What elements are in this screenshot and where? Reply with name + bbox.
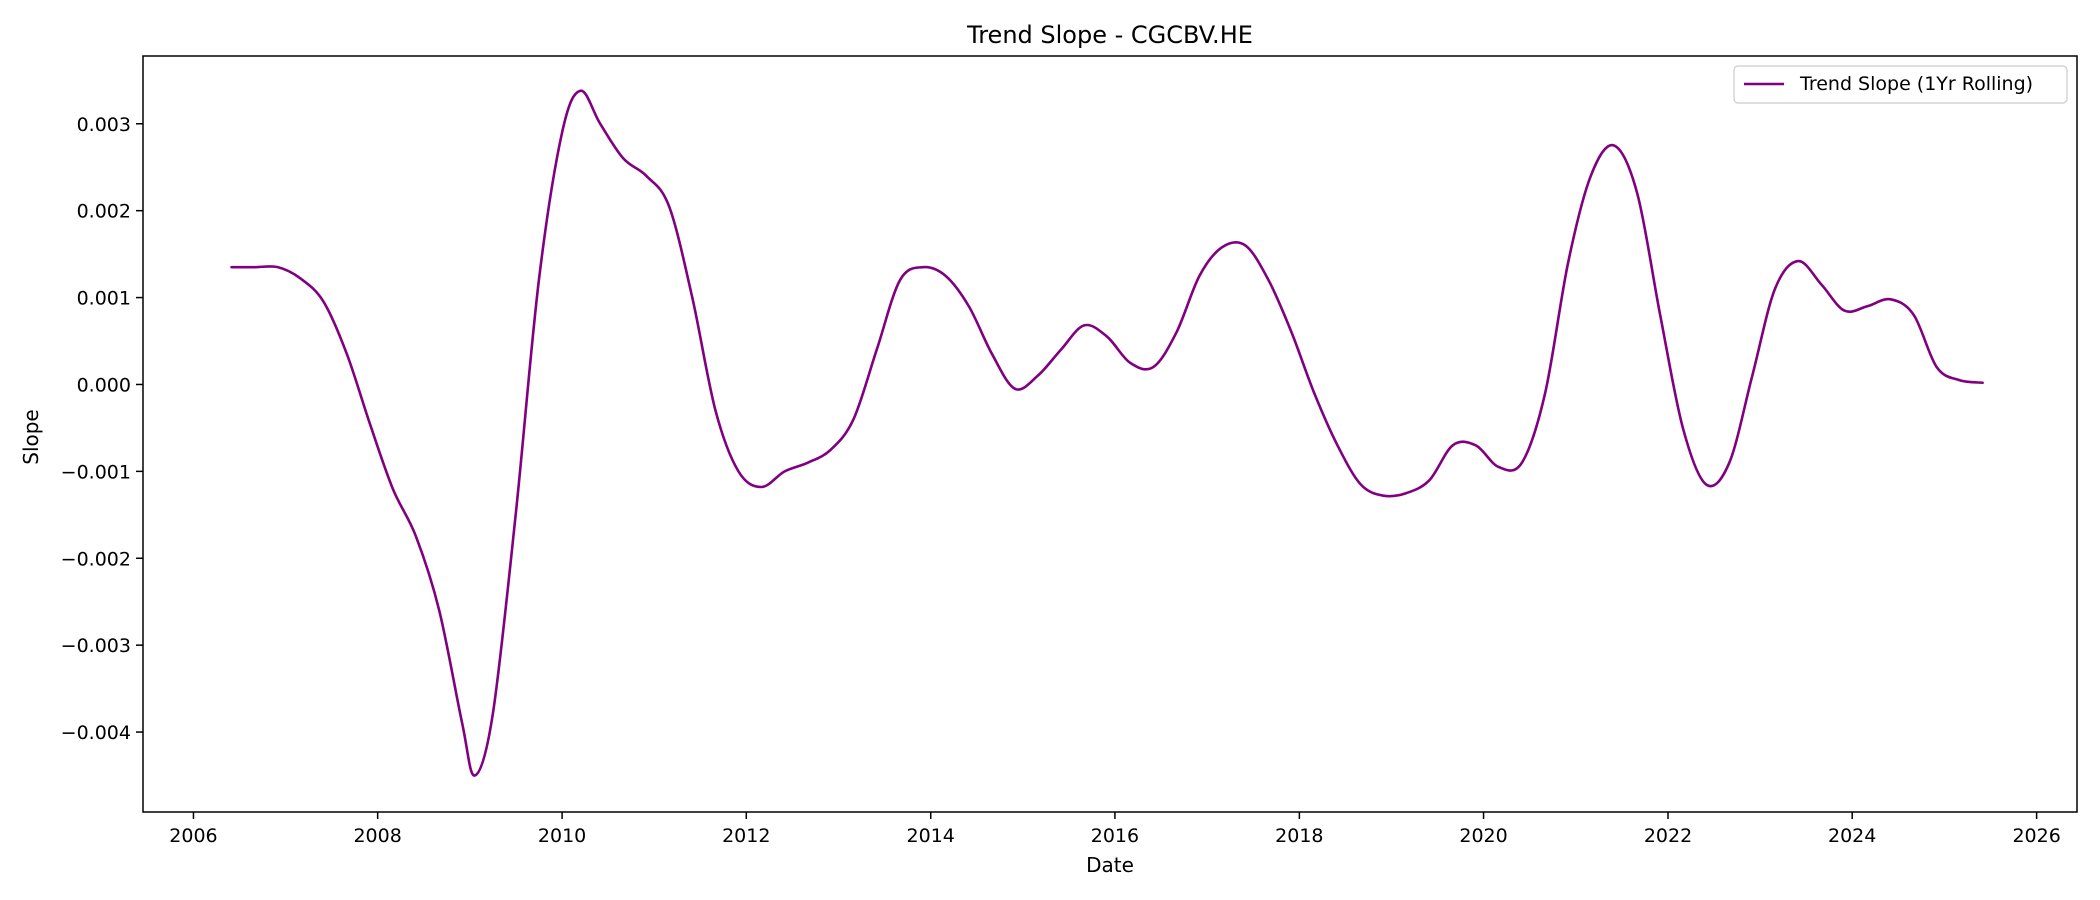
x-tick-label: 2006 bbox=[169, 825, 217, 847]
y-tick-label: 0.000 bbox=[77, 374, 131, 396]
legend-box bbox=[1733, 65, 2068, 104]
x-tick-label: 2020 bbox=[1459, 825, 1507, 847]
y-tick-label: −0.001 bbox=[61, 461, 131, 483]
legend-label: Trend Slope (1Yr Rolling) bbox=[1799, 73, 2033, 95]
x-tick-label: 2016 bbox=[1091, 825, 1139, 847]
x-tick-label: 2014 bbox=[907, 825, 955, 847]
x-tick-label: 2022 bbox=[1644, 825, 1692, 847]
y-tick-label: 0.001 bbox=[77, 288, 131, 310]
x-tick-label: 2012 bbox=[722, 825, 770, 847]
y-tick-label: 0.003 bbox=[77, 114, 131, 136]
y-tick-label: −0.004 bbox=[61, 722, 131, 744]
x-tick-label: 2024 bbox=[1828, 825, 1876, 847]
chart-title: Trend Slope - CGCBV.HE bbox=[966, 21, 1253, 49]
x-axis-title: Date bbox=[1086, 853, 1134, 877]
legend: Trend Slope (1Yr Rolling) bbox=[1733, 65, 2068, 104]
series-line-trend-slope bbox=[230, 89, 1984, 777]
plot-area: 2006 2008 2010 2012 2014 2016 2018 2020 2022 2024… bbox=[61, 55, 2078, 847]
x-tick-label: 2010 bbox=[538, 825, 586, 847]
y-tick-label: −0.003 bbox=[61, 635, 131, 657]
axes-frame bbox=[142, 55, 2078, 813]
x-tick-label: 2008 bbox=[353, 825, 401, 847]
x-tick-label: 2018 bbox=[1275, 825, 1323, 847]
y-tick-label: −0.002 bbox=[61, 548, 131, 570]
y-axis-title: Slope bbox=[19, 409, 43, 465]
x-tick-label: 2026 bbox=[2012, 825, 2060, 847]
y-tick-label: 0.002 bbox=[77, 201, 131, 223]
